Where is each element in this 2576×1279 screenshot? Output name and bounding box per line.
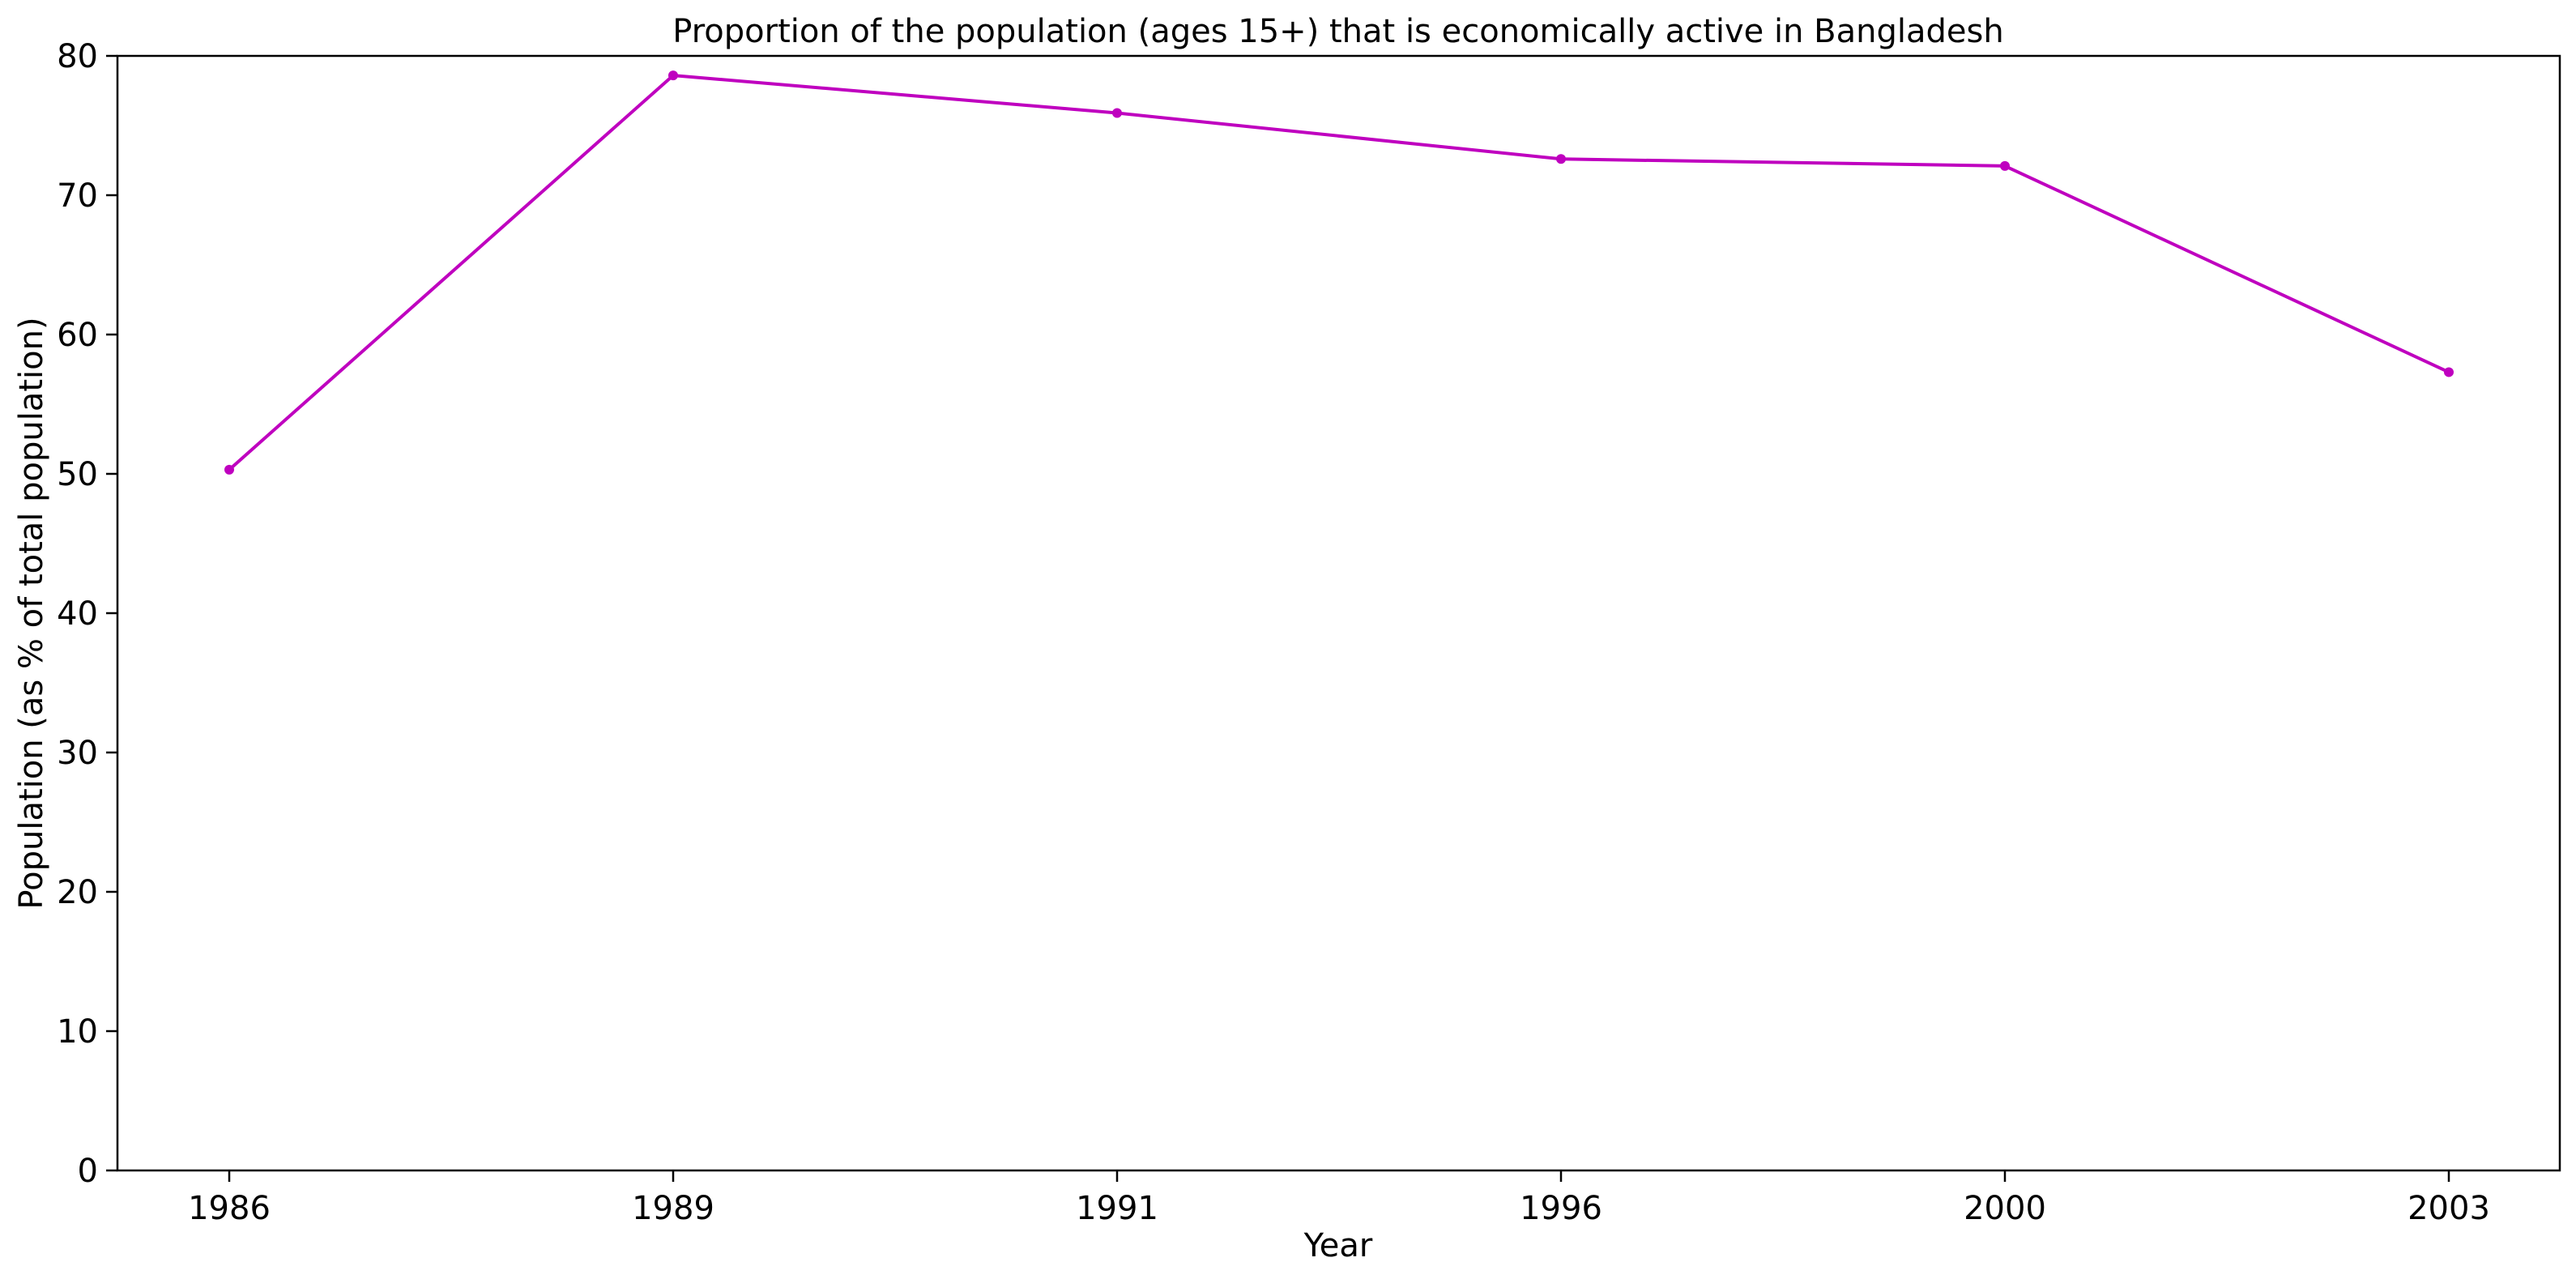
data-point [668,70,678,81]
x-tick-label: 1989 [632,1190,714,1227]
x-axis: 1986 1989 1991 1996 2000 2003 [188,1170,2490,1227]
y-tick-label: 80 [57,38,98,75]
y-tick-label: 60 [57,317,98,354]
y-tick-label: 10 [57,1013,98,1051]
y-tick-label: 40 [57,595,98,633]
data-point [1112,108,1122,118]
data-point [1556,154,1566,164]
x-tick-label: 1986 [188,1190,271,1227]
data-point [224,464,234,475]
series-points [224,70,2454,475]
x-axis-title: Year [1303,1227,1373,1264]
y-axis-title: Population (as % of total population) [13,317,50,909]
y-tick-label: 0 [78,1153,98,1190]
y-tick-label: 30 [57,735,98,772]
chart-title: Proportion of the population (ages 15+) … [672,13,2003,50]
y-tick-label: 70 [57,177,98,215]
series-line [228,74,2450,471]
x-tick-label: 2003 [2408,1190,2490,1227]
plot-background [117,56,2560,1170]
y-axis: 0 10 20 30 40 50 60 70 80 [57,38,117,1190]
plot-frame [116,54,2561,1172]
x-tick-label: 1996 [1520,1190,1602,1227]
x-tick-label: 1991 [1076,1190,1158,1227]
y-tick-label: 50 [57,456,98,493]
data-point [2444,367,2454,377]
y-tick-label: 20 [57,874,98,911]
data-point [2000,160,2010,171]
x-tick-label: 2000 [1964,1190,2046,1227]
